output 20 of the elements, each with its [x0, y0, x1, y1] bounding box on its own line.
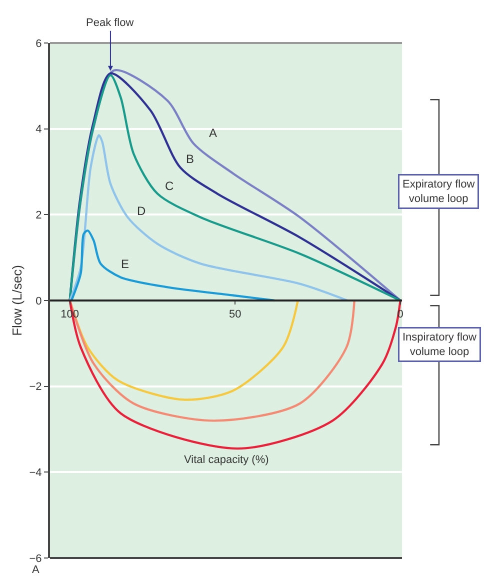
- series-label: B: [186, 152, 194, 166]
- y-tick-label: 0: [36, 295, 42, 308]
- text: Expiratory flow volume loop: [402, 178, 475, 205]
- y-tick-label: 2: [36, 210, 42, 222]
- series-label: D: [137, 204, 146, 218]
- y-axis-title: Flow (L/sec): [10, 265, 25, 336]
- series-label: A: [209, 126, 218, 140]
- series-label: E: [121, 257, 130, 271]
- line-series: [70, 229, 276, 302]
- y-tick-label: 4: [36, 124, 42, 136]
- x-tick-label: 50: [228, 308, 242, 320]
- x-axis-title: Vital capacity (%): [184, 454, 269, 466]
- y-tick-label: −4: [29, 467, 42, 480]
- y-tick-label: 6: [36, 38, 42, 50]
- series-label: C: [165, 179, 174, 193]
- y-tick-label: −6: [29, 552, 42, 565]
- text: A: [32, 564, 40, 576]
- annotation: Peak flow: [86, 17, 134, 29]
- y-tick-label: −2: [29, 381, 42, 394]
- text: Inspiratory flow volume loop: [402, 332, 477, 358]
